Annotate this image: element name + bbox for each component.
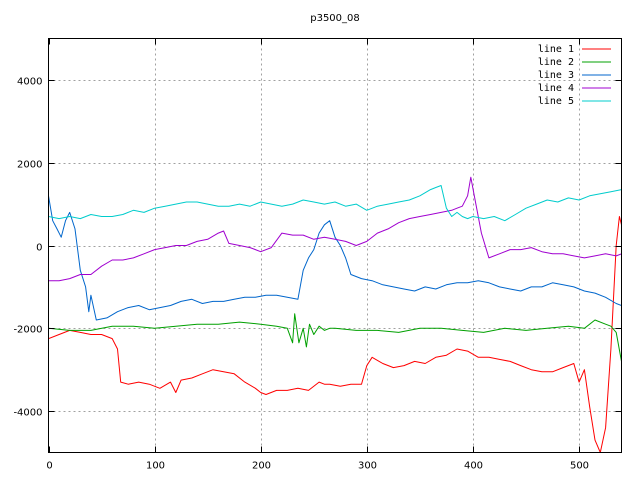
legend-label: line 3 [538,70,574,81]
plot-frame [48,38,622,453]
y-tick-label: 0 [36,243,42,254]
legend-label: line 4 [538,83,574,94]
x-tick-label: 200 [252,461,271,472]
x-tick-label: 100 [146,461,165,472]
legend: line 1 line 2 line 3 line 4 line 5 [538,44,611,107]
chart-title: p3500_08 [310,13,360,24]
x-tick-label: 500 [570,461,589,472]
y-tick-label: -4000 [13,408,42,419]
series-line-2 [48,313,622,362]
legend-label: line 2 [538,57,574,68]
legend-label: line 1 [538,44,574,55]
y-tick-label: 4000 [17,77,42,88]
y-tick-label: -2000 [13,325,42,336]
y-tick-label: 2000 [17,160,42,171]
grid [48,38,622,453]
series-line-4 [48,176,622,282]
x-tick-label: 300 [358,461,377,472]
x-tick-label: 400 [464,461,483,472]
x-tick-label: 0 [46,461,52,472]
legend-label: line 5 [538,96,574,107]
series-line-5 [48,185,622,222]
axes: 0 100 200 300 400 500 -4000 -2000 0 2000 4000 [13,38,622,472]
series-lines [48,176,622,453]
series-line-3 [48,195,622,321]
series-line-1 [48,216,622,453]
